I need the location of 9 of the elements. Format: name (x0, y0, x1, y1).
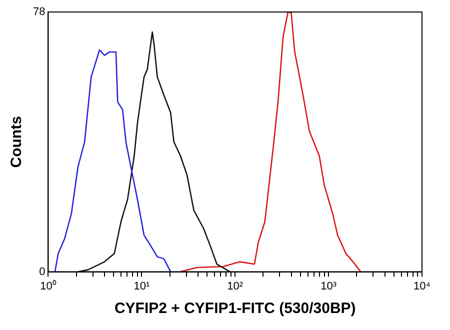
y-axis-title: Counts (8, 116, 26, 168)
x-tick-label: 10⁰ (40, 279, 56, 292)
y-tick-label: 0 (39, 266, 46, 278)
x-tick-label: 10² (227, 280, 244, 292)
x-tick-label: 10³ (320, 280, 337, 292)
x-axis-title: CYFIP2 + CYFIP1-FITC (530/30BP) (114, 300, 356, 318)
x-tick-label: 10⁴ (414, 280, 431, 292)
y-tick-label: 78 (32, 6, 46, 18)
x-tick-label: 10¹ (134, 280, 150, 292)
